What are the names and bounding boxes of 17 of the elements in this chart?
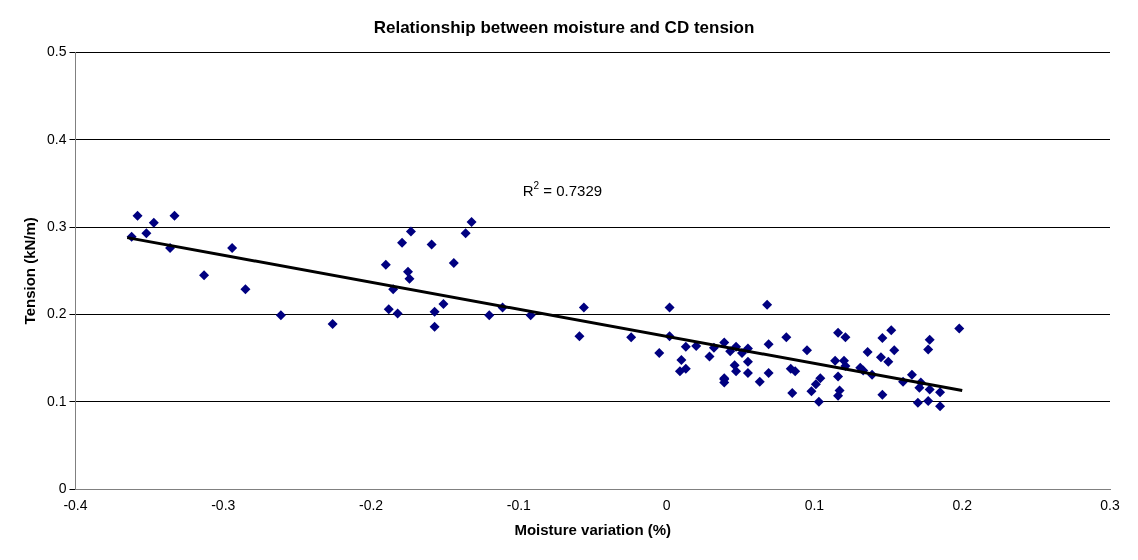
x-tick-label: 0 xyxy=(662,497,671,514)
y-tick-label: 0 xyxy=(58,480,67,497)
x-tick-label: -0.3 xyxy=(211,497,236,514)
y-axis-title: Tension (kN/m) xyxy=(21,217,39,325)
x-tick-label: -0.2 xyxy=(358,497,384,514)
y-tick-label: 0.4 xyxy=(46,130,67,147)
y-tick-label: 0.1 xyxy=(46,392,67,409)
x-tick-label: -0.1 xyxy=(506,497,532,514)
chart-title: Relationship between moisture and CD tension xyxy=(373,17,755,37)
x-tick-label: -0.4 xyxy=(63,497,88,514)
y-tick-label: 0.2 xyxy=(46,305,67,322)
y-tick-label: 0.3 xyxy=(46,217,67,234)
x-tick-label: 0.2 xyxy=(952,497,973,514)
x-tick-label: 0.3 xyxy=(1100,497,1120,514)
x-axis-title: Moisture variation (%) xyxy=(514,521,672,539)
y-tick-label: 0.5 xyxy=(46,43,67,60)
x-tick-label: 0.1 xyxy=(804,497,825,514)
